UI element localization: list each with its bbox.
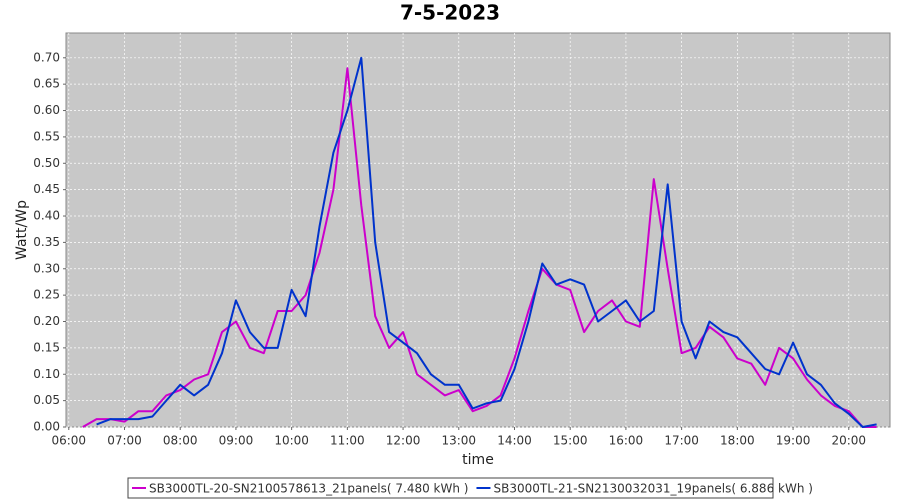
x-tick-label: 08:00 xyxy=(163,434,198,448)
x-axis-label: time xyxy=(462,452,494,468)
y-tick-label: 0.35 xyxy=(33,235,60,249)
y-tick-label: 0.70 xyxy=(33,50,60,64)
x-tick-label: 18:00 xyxy=(720,434,755,448)
y-tick-label: 0.00 xyxy=(33,420,60,434)
series-line xyxy=(96,56,877,428)
y-tick-label: 0.40 xyxy=(33,209,60,223)
y-tick-label: 0.10 xyxy=(33,367,60,381)
x-tick-label: 09:00 xyxy=(219,434,254,448)
x-tick-label: 11:00 xyxy=(330,434,365,448)
x-tick-label: 06:00 xyxy=(51,434,86,448)
x-tick-label: 15:00 xyxy=(553,434,588,448)
plot-area xyxy=(65,32,891,428)
x-tick-label: 16:00 xyxy=(609,434,644,448)
x-tick-label: 10:00 xyxy=(274,434,309,448)
x-tick-label: 20:00 xyxy=(831,434,866,448)
y-axis-label: Watt/Wp xyxy=(14,200,30,260)
x-tick-label: 19:00 xyxy=(776,434,811,448)
y-tick-label: 0.45 xyxy=(33,182,60,196)
x-tick-label: 13:00 xyxy=(441,434,476,448)
y-tick-label: 0.60 xyxy=(33,103,60,117)
x-tick-label: 12:00 xyxy=(386,434,421,448)
x-tick-label: 07:00 xyxy=(107,434,142,448)
y-tick-label: 0.15 xyxy=(33,340,60,354)
series-line xyxy=(82,67,877,428)
y-tick-label: 0.55 xyxy=(33,129,60,143)
y-tick-label: 0.25 xyxy=(33,288,60,302)
y-tick-label: 0.50 xyxy=(33,156,60,170)
y-tick-label: 0.65 xyxy=(33,77,60,91)
y-tick-label: 0.20 xyxy=(33,314,60,328)
y-tick-label: 0.30 xyxy=(33,261,60,275)
x-tick-label: 14:00 xyxy=(497,434,532,448)
legend xyxy=(127,477,774,499)
y-tick-label: 0.05 xyxy=(33,393,60,407)
chart-title: 7-5-2023 xyxy=(400,1,500,25)
legend-label: SB3000TL-21-SN2130032031_19panels( 6.886… xyxy=(493,482,812,496)
x-tick-label: 17:00 xyxy=(664,434,699,448)
legend-label: SB3000TL-20-SN2100578613_21panels( 7.480… xyxy=(149,482,468,496)
